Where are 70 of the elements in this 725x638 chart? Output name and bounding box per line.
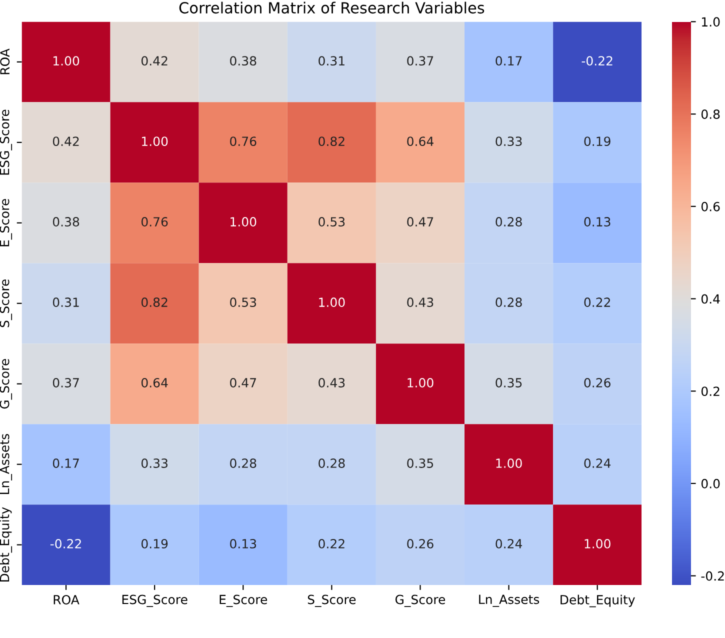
data-label: 1.00 <box>142 136 168 146</box>
color-bar-label: 0.2 <box>701 386 720 396</box>
data-label: 0.26 <box>407 538 434 548</box>
x-tick-label: E_Score <box>220 594 268 607</box>
data-label: 0.19 <box>141 538 168 548</box>
color-bar-label: 0.8 <box>701 110 720 119</box>
data-label: 0.22 <box>318 538 344 548</box>
color-bar-label: 0.6 <box>701 202 720 212</box>
data-label: 0.43 <box>407 298 434 307</box>
data-label: 0.28 <box>496 217 522 227</box>
data-label: 0.26 <box>584 378 610 388</box>
color-bar-label: 0.4 <box>701 294 720 304</box>
data-label: 0.24 <box>496 538 522 548</box>
data-label: 0.35 <box>407 458 434 468</box>
x-tick-label: ESG_Score <box>122 594 188 607</box>
data-label: 0.43 <box>318 378 345 388</box>
color-bar-label: 0.0 <box>701 478 720 488</box>
y-tick-label: Ln_Assets <box>0 434 12 494</box>
x-tick-label: S_Score <box>308 594 356 607</box>
chart-title: Correlation Matrix of Research Variables <box>179 2 484 14</box>
data-label: 0.64 <box>141 378 168 388</box>
data-label: 0.13 <box>230 538 256 548</box>
data-label: 0.28 <box>230 458 256 468</box>
data-label: 0.42 <box>141 56 168 66</box>
data-label: 0.13 <box>584 217 610 227</box>
x-tick-label: Ln_Assets <box>479 594 540 607</box>
data-label: 0.53 <box>230 298 256 307</box>
data-label: 0.82 <box>318 136 344 146</box>
data-label: 0.53 <box>318 217 345 227</box>
data-label: -0.22 <box>50 538 81 548</box>
color-bar-label: 1.0 <box>702 17 720 27</box>
data-label: 1.00 <box>53 56 80 66</box>
data-label: 0.38 <box>230 56 256 66</box>
data-label: 0.28 <box>318 458 345 468</box>
data-label: 0.33 <box>141 458 168 468</box>
data-label: 0.47 <box>407 217 434 227</box>
data-label: 0.33 <box>496 136 522 146</box>
data-label: 0.47 <box>230 378 256 388</box>
data-label: 0.19 <box>584 136 610 146</box>
data-label: 0.64 <box>407 136 434 146</box>
data-label: 0.31 <box>52 298 79 307</box>
data-label: 0.38 <box>52 217 80 227</box>
data-label: 1.00 <box>230 217 256 227</box>
y-tick-label: ESG_Score <box>0 110 12 175</box>
data-label: 0.17 <box>52 458 79 468</box>
y-tick-label: G_Score <box>0 359 12 409</box>
x-tick-label: ROA <box>54 594 80 604</box>
x-tick-label: G_Score <box>395 594 446 607</box>
data-label: -0.22 <box>582 56 612 66</box>
x-tick-label: Debt_Equity <box>560 594 635 608</box>
y-tick-label: ROA <box>0 48 10 74</box>
data-label: 1.00 <box>408 378 434 388</box>
y-tick-label: S_Score <box>0 279 12 328</box>
data-label: 0.35 <box>496 378 522 388</box>
data-label: 1.00 <box>496 458 522 468</box>
data-label: 0.37 <box>407 56 434 66</box>
data-label: 0.37 <box>52 378 79 388</box>
y-tick-label: E_Score <box>0 198 12 246</box>
data-label: 0.28 <box>496 298 522 307</box>
data-label: 0.24 <box>584 458 611 468</box>
data-label: 1.00 <box>584 538 610 548</box>
data-label: 0.42 <box>52 136 79 146</box>
color-bar-label: -0.2 <box>701 571 724 581</box>
data-label: 0.31 <box>318 56 344 66</box>
data-label: 0.76 <box>230 136 256 146</box>
data-label: 0.17 <box>496 56 522 66</box>
data-label: 1.00 <box>319 298 345 307</box>
data-label: 0.76 <box>141 217 168 227</box>
data-label: 0.22 <box>584 298 610 307</box>
data-label: 0.82 <box>141 298 168 307</box>
